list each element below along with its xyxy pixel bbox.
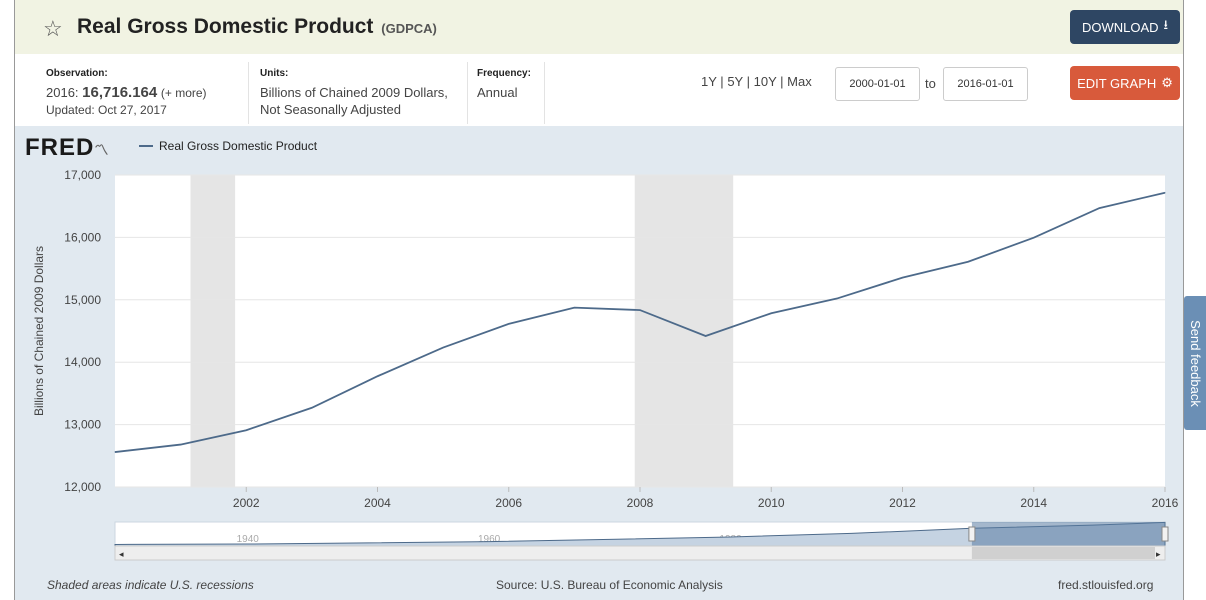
series-code: (GDPCA): [381, 21, 437, 36]
x-tick-label: 2010: [758, 496, 785, 510]
meta-divider: [544, 62, 545, 124]
observation-block: Observation: 2016: 16,716.164 (+ more) U…: [46, 65, 207, 119]
data-point: [705, 335, 707, 337]
series-title: Real Gross Domestic Product: [77, 15, 374, 38]
x-tick-label: 2014: [1020, 496, 1047, 510]
data-point: [1033, 237, 1035, 239]
x-tick-label: 2006: [495, 496, 522, 510]
fred-logo-chart-icon: 〽: [94, 142, 110, 158]
data-point: [442, 347, 444, 349]
send-feedback-label: Send feedback: [1187, 319, 1203, 407]
y-axis-label: Billions of Chained 2009 Dollars: [32, 246, 46, 416]
x-tick-label: 2004: [364, 496, 391, 510]
data-point: [114, 451, 116, 453]
frequency-block: Frequency: Annual: [477, 65, 531, 101]
start-date-input[interactable]: 2000-01-01: [835, 67, 920, 101]
chart-legend: Real Gross Domestic Product: [139, 139, 317, 153]
observation-value: 16,716.164: [82, 84, 158, 101]
y-tick-label: 12,000: [64, 480, 101, 494]
scroll-right-arrow-icon: ▸: [1156, 550, 1161, 560]
range-sep: |: [746, 74, 750, 89]
x-tick-label: 2012: [889, 496, 916, 510]
data-point: [1098, 207, 1100, 209]
navigator-tick-label: 1960: [478, 534, 501, 545]
range-5y[interactable]: 5Y: [727, 74, 743, 89]
navigator-tick-label: 1940: [237, 534, 260, 545]
meta-divider: [248, 62, 249, 124]
updated-date: Updated: Oct 27, 2017: [46, 103, 167, 117]
header-bar: ☆ Real Gross Domestic Product (GDPCA) DO…: [15, 0, 1183, 54]
fred-logo: FRED〽: [25, 134, 109, 162]
source-note: Source: U.S. Bureau of Economic Analysis: [496, 578, 723, 592]
fred-logo-text: FRED: [25, 134, 95, 161]
download-button[interactable]: DOWNLOAD ⭳: [1070, 10, 1180, 44]
recession-note: Shaded areas indicate U.S. recessions: [47, 578, 254, 592]
download-label: DOWNLOAD: [1081, 19, 1159, 35]
data-point: [770, 312, 772, 314]
site-link[interactable]: fred.stlouisfed.org: [1058, 578, 1154, 592]
y-tick-label: 17,000: [64, 168, 101, 182]
send-feedback-tab[interactable]: Send feedback: [1184, 296, 1206, 430]
edit-graph-button[interactable]: EDIT GRAPH ⚙: [1070, 66, 1180, 100]
data-point: [902, 277, 903, 279]
y-tick-label: 14,000: [64, 355, 101, 369]
navigator-handle: [1161, 526, 1169, 542]
observation-year: 2016:: [46, 85, 79, 100]
meta-divider: [467, 62, 468, 124]
download-icon: ⭳: [1163, 17, 1169, 32]
gdp-line-chart: 12,000 13,000 14,000 15,000 16,000 17,000 2002…: [32, 168, 1179, 561]
data-point: [377, 375, 378, 377]
page-title: Real Gross Domestic Product (GDPCA): [77, 15, 437, 39]
series-meta: Observation: 2016: 16,716.164 (+ more) U…: [15, 54, 1183, 126]
units-line-2: Not Seasonally Adjusted: [260, 102, 401, 117]
recession-band: [634, 175, 734, 487]
data-point: [245, 429, 247, 431]
range-sep: |: [780, 74, 784, 89]
to-label: to: [925, 76, 936, 91]
favorite-star-icon[interactable]: ☆: [43, 16, 63, 41]
y-tick-label: 16,000: [64, 230, 101, 244]
range-1y[interactable]: 1Y: [701, 74, 717, 89]
frequency-value: Annual: [477, 85, 518, 100]
end-date-input[interactable]: 2016-01-01: [943, 67, 1028, 101]
navigator-selection: [971, 522, 1165, 546]
x-tick-label: 2008: [627, 496, 654, 510]
x-tick-label: 2002: [233, 496, 260, 510]
observation-more-link[interactable]: (+ more): [160, 86, 207, 100]
fred-panel: ☆ Real Gross Domestic Product (GDPCA) DO…: [14, 0, 1184, 600]
data-point: [573, 307, 575, 309]
data-point: [1164, 192, 1166, 194]
units-line-1: Billions of Chained 2009 Dollars,: [260, 85, 448, 100]
range-10y[interactable]: 10Y: [753, 74, 777, 89]
range-selector: 1Y | 5Y | 10Y | Max: [701, 74, 812, 89]
y-tick-label: 15,000: [64, 293, 101, 307]
data-point: [508, 323, 510, 325]
scrollbar-track: [114, 545, 1166, 561]
range-max[interactable]: Max: [787, 74, 812, 89]
units-block: Units: Billions of Chained 2009 Dollars,…: [260, 65, 448, 118]
units-label: Units:: [260, 68, 289, 79]
scrollbar-thumb: [971, 547, 1155, 559]
range-sep: |: [720, 74, 724, 89]
x-tick-label: 2016: [1152, 496, 1179, 510]
scroll-left-arrow-icon: ◂: [119, 550, 124, 560]
data-point: [180, 444, 182, 446]
y-tick-label: 13,000: [64, 418, 101, 432]
data-point: [311, 407, 313, 409]
data-point: [639, 309, 641, 311]
frequency-label: Frequency:: [477, 68, 531, 79]
data-point: [836, 298, 838, 300]
edit-graph-label: EDIT GRAPH: [1077, 75, 1157, 91]
navigator-handle: [968, 526, 976, 542]
gear-icon: ⚙: [1161, 75, 1173, 90]
legend-swatch: [139, 145, 153, 147]
observation-label: Observation:: [46, 68, 108, 79]
data-point: [967, 261, 969, 263]
legend-label: Real Gross Domestic Product: [159, 139, 318, 153]
